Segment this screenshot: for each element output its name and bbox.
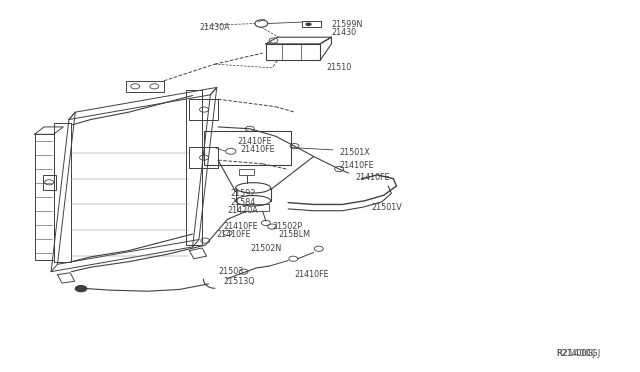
Bar	[239, 169, 254, 175]
Text: 21599N: 21599N	[332, 20, 363, 29]
Text: 21410FE: 21410FE	[237, 137, 272, 146]
Text: R21400GJ: R21400GJ	[556, 350, 600, 359]
Bar	[35, 134, 54, 260]
Text: 21420A: 21420A	[228, 206, 259, 215]
Text: 21510: 21510	[326, 63, 351, 72]
Text: R21400GJ: R21400GJ	[556, 350, 595, 359]
Text: 21584: 21584	[231, 198, 256, 207]
Bar	[204, 131, 291, 164]
Text: 21430A: 21430A	[199, 23, 230, 32]
Text: 21410FE: 21410FE	[223, 222, 258, 231]
Bar	[237, 204, 269, 211]
Text: 21503: 21503	[218, 267, 243, 276]
Bar	[125, 81, 164, 92]
Text: 21410FE: 21410FE	[217, 230, 252, 239]
Text: 21502P: 21502P	[272, 222, 302, 231]
Circle shape	[305, 22, 312, 26]
Text: 215BLM: 215BLM	[278, 230, 310, 239]
Bar	[189, 99, 218, 119]
Text: 21502N: 21502N	[250, 244, 281, 253]
Bar	[189, 147, 218, 167]
Text: 21592: 21592	[231, 189, 256, 198]
Text: 21410FE: 21410FE	[294, 270, 329, 279]
Bar	[54, 123, 72, 262]
Text: 21410FE: 21410FE	[355, 173, 390, 182]
Bar	[43, 175, 56, 190]
Text: 21410FE: 21410FE	[339, 161, 374, 170]
Bar	[186, 90, 202, 245]
Text: 21410FE: 21410FE	[241, 145, 275, 154]
Bar	[302, 20, 321, 27]
Text: 21513Q: 21513Q	[223, 277, 255, 286]
Bar	[266, 44, 320, 61]
Text: 21501V: 21501V	[371, 203, 402, 212]
Text: 21501X: 21501X	[339, 148, 370, 157]
Text: 21430: 21430	[332, 28, 356, 37]
Circle shape	[75, 285, 88, 292]
